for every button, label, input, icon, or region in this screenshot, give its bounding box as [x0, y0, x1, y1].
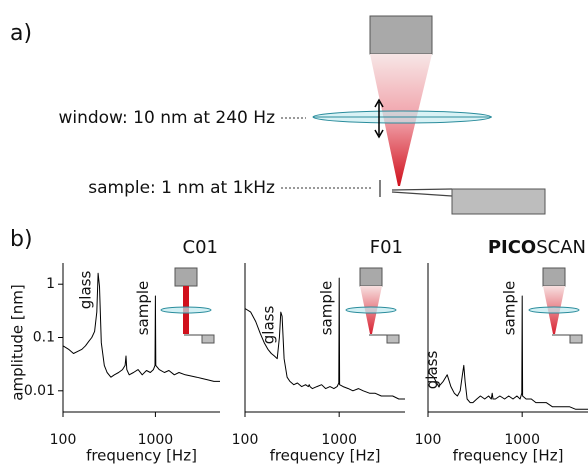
x-axis-label: frequency [Hz] — [270, 447, 381, 465]
panel-a: a) window: 10 nm at 240 Hz sample: 1 nm … — [10, 15, 546, 252]
inset-chip — [386, 334, 400, 344]
inset-objective — [359, 267, 383, 287]
x-tick-label: 1000 — [138, 432, 174, 448]
y-tick-label: 1 — [46, 276, 55, 292]
panel-label: b) — [10, 227, 33, 252]
annotation: glass — [423, 351, 441, 390]
inset-lens — [345, 306, 397, 314]
y-tick-label: 0.01 — [24, 383, 55, 399]
chart-title: C01 — [183, 237, 218, 258]
panel-label: a) — [10, 21, 32, 46]
inset-lens — [528, 306, 580, 314]
x-axis-label: frequency [Hz] — [86, 447, 197, 465]
x-axis-label: frequency [Hz] — [453, 447, 564, 465]
arrow-heads — [374, 98, 384, 139]
annotation: sample — [318, 281, 336, 336]
x-tick-label: 100 — [232, 432, 259, 448]
x-tick-label: 100 — [415, 432, 442, 448]
inset-lens — [160, 306, 212, 314]
x-tick-label: 1000 — [504, 432, 540, 448]
inset-objective — [174, 267, 198, 287]
objective — [369, 15, 433, 55]
annotation: sample — [501, 281, 519, 336]
annotation: glass — [77, 271, 95, 310]
title-part: PICO — [488, 237, 536, 258]
inset-objective — [542, 267, 566, 287]
spectrum-line — [244, 277, 405, 400]
chip — [451, 188, 546, 215]
title-part: SCAN — [536, 237, 586, 258]
x-tick-label: 1000 — [321, 432, 357, 448]
window-label: window: 10 nm at 240 Hz — [58, 108, 275, 128]
annotation: sample — [134, 281, 152, 336]
spectrum-line — [427, 295, 588, 410]
cantilever — [391, 188, 453, 197]
chart-title: F01 — [370, 237, 403, 258]
chart-title: PICOSCAN — [488, 237, 586, 258]
y-axis-label: amplitude [nm] — [9, 284, 27, 400]
inset-chip — [201, 334, 215, 344]
inset-chip — [569, 334, 583, 344]
x-tick-label: 100 — [50, 432, 77, 448]
annotation: glass — [259, 306, 277, 345]
sample-label: sample: 1 nm at 1kHz — [88, 178, 275, 198]
y-tick-label: 0.1 — [33, 330, 55, 346]
spectrum-line — [62, 272, 220, 382]
